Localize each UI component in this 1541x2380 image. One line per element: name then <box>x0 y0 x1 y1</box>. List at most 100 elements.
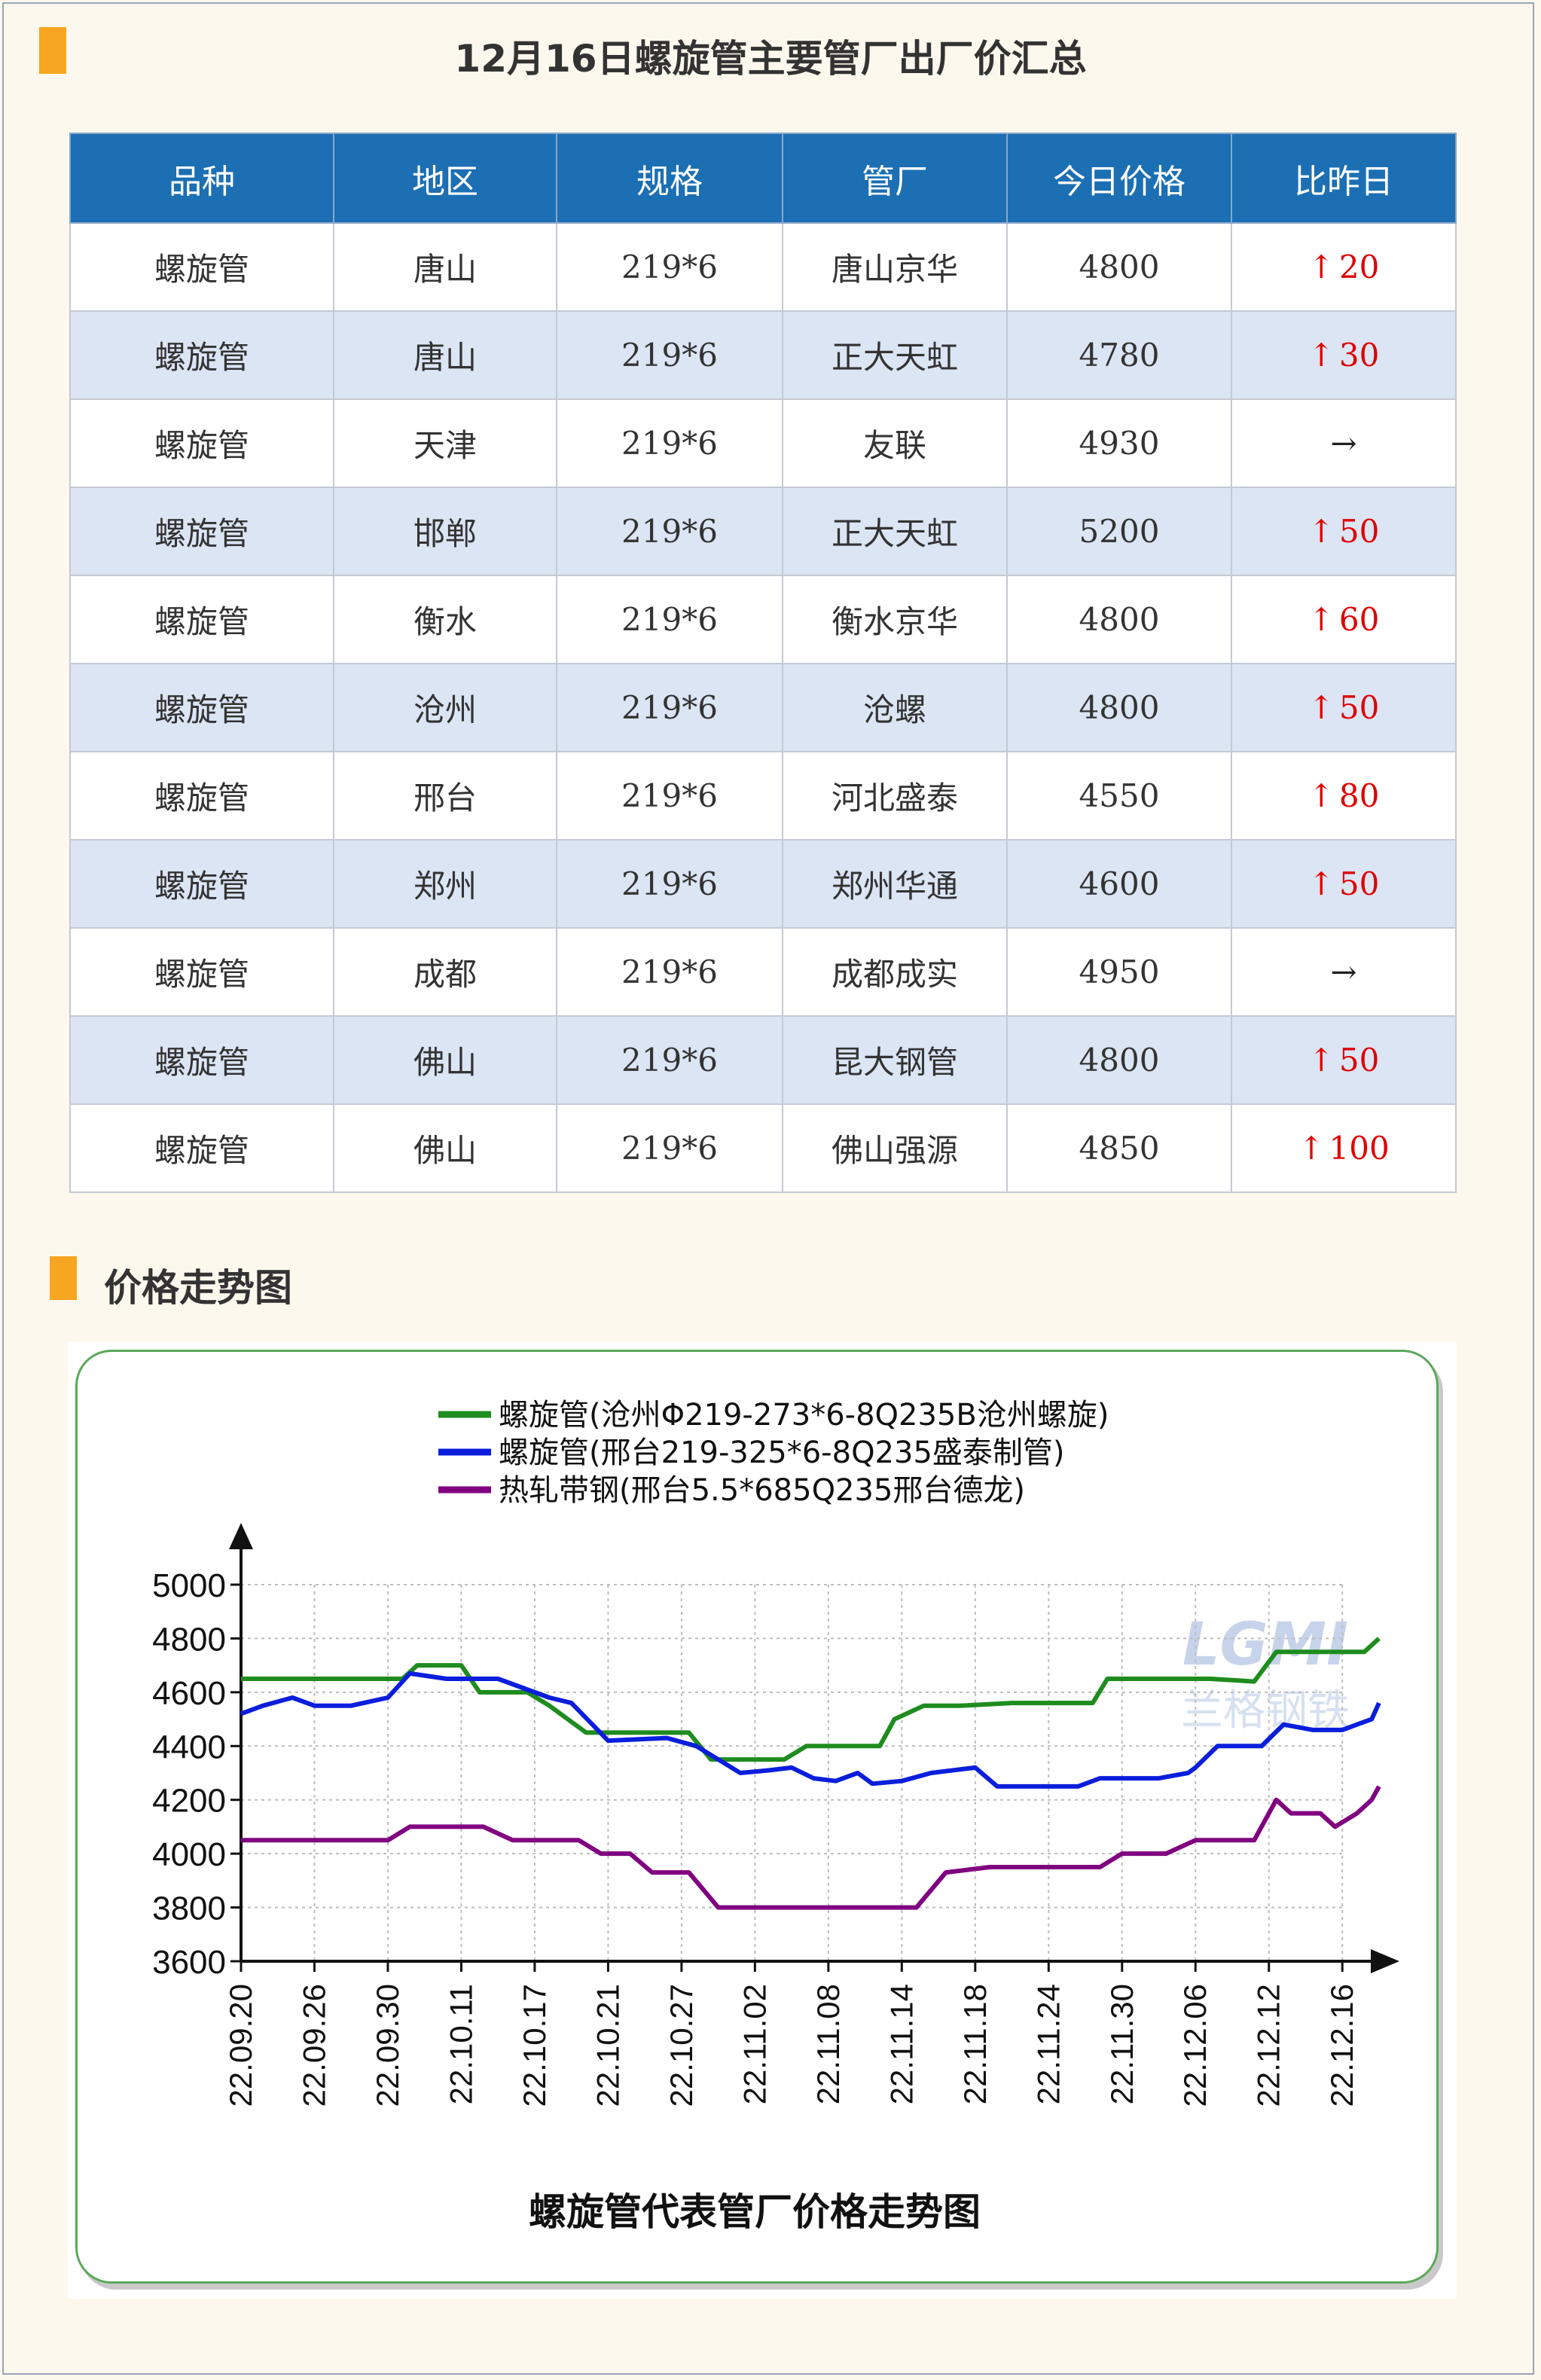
y-tick-label: 5000 <box>152 1567 226 1604</box>
cell-product: 螺旋管 <box>69 222 334 312</box>
cell-change: → <box>1231 927 1457 1017</box>
cell-product: 螺旋管 <box>69 487 334 576</box>
cell-region: 佛山 <box>333 1015 557 1105</box>
cell-price: 4950 <box>1006 927 1232 1017</box>
cell-product: 螺旋管 <box>69 927 334 1017</box>
cell-change: → <box>1231 398 1457 488</box>
column-header: 管厂 <box>782 133 1008 224</box>
cell-product: 螺旋管 <box>69 1103 334 1193</box>
cell-mill: 河北盛泰 <box>782 751 1008 841</box>
cell-region: 成都 <box>333 927 557 1017</box>
section-title: 价格走势图 <box>104 1266 292 1310</box>
y-tick-label: 4600 <box>152 1675 226 1712</box>
cell-price: 5200 <box>1006 487 1232 576</box>
cell-region: 衡水 <box>333 575 557 664</box>
table-row: 螺旋管 沧州 219*6 沧螺 4800 ↑ 50 <box>69 663 1457 752</box>
cell-mill: 衡水京华 <box>782 575 1008 664</box>
cell-product: 螺旋管 <box>69 310 334 400</box>
cell-spec: 219*6 <box>556 839 783 929</box>
cell-spec: 219*6 <box>556 1103 783 1193</box>
y-tick-label: 4000 <box>152 1836 226 1873</box>
x-tick-label: 22.10.17 <box>517 1984 552 2107</box>
x-tick-label: 22.10.11 <box>443 1984 478 2104</box>
column-header: 今日价格 <box>1006 133 1232 224</box>
y-tick-label: 4200 <box>152 1783 226 1820</box>
table-row: 螺旋管 天津 219*6 友联 4930 → <box>69 398 1457 488</box>
chart-panel <box>75 1350 1439 2284</box>
table-row: 螺旋管 唐山 219*6 唐山京华 4800 ↑ 20 <box>69 222 1457 312</box>
y-tick-label: 4400 <box>152 1729 226 1765</box>
cell-price: 4800 <box>1006 1015 1232 1105</box>
cell-region: 邯郸 <box>333 487 557 576</box>
cell-region: 佛山 <box>333 1103 557 1193</box>
price-table: 品种 地区 规格 管厂 今日价格 比昨日 螺旋管 唐山 219*6 唐山京华 4800 ↑… <box>69 133 1457 1193</box>
cell-price: 4550 <box>1006 751 1232 841</box>
cell-product: 螺旋管 <box>69 398 334 488</box>
cell-spec: 219*6 <box>556 663 783 752</box>
cell-change: ↑ 50 <box>1231 487 1457 576</box>
change-value: 100 <box>1329 1130 1390 1167</box>
cell-product: 螺旋管 <box>69 751 334 841</box>
up-arrow-icon: ↑ <box>1308 513 1335 550</box>
cell-change: ↑ 20 <box>1231 222 1457 312</box>
up-arrow-icon: ↑ <box>1308 865 1335 902</box>
y-tick-label: 4800 <box>152 1621 226 1658</box>
right-arrow-icon: → <box>1330 425 1357 462</box>
x-tick-label: 22.11.14 <box>883 1984 919 2104</box>
watermark-text: 兰格钢铁 <box>1181 1686 1350 1735</box>
table-row: 螺旋管 邯郸 219*6 正大天虹 5200 ↑ 50 <box>69 487 1457 576</box>
x-tick-label: 22.11.08 <box>810 1984 846 2104</box>
cell-mill: 郑州华通 <box>782 839 1008 929</box>
change-value: 50 <box>1338 1042 1380 1079</box>
up-arrow-icon: ↑ <box>1298 1130 1325 1167</box>
table-header-row: 品种 地区 规格 管厂 今日价格 比昨日 <box>69 133 1457 224</box>
change-value: 50 <box>1338 513 1380 550</box>
cell-region: 郑州 <box>333 839 557 929</box>
cell-spec: 219*6 <box>556 222 783 312</box>
column-header: 规格 <box>556 133 783 224</box>
series-line <box>240 1671 1381 1789</box>
cell-mill: 成都成实 <box>782 927 1008 1017</box>
table-body: 螺旋管 唐山 219*6 唐山京华 4800 ↑ 20 螺旋管 唐山 219*6 正大天虹 4780 ↑… <box>69 222 1457 1193</box>
x-tick-label: 22.11.30 <box>1104 1984 1140 2104</box>
series-line <box>241 1785 1381 1910</box>
cell-product: 螺旋管 <box>69 839 334 929</box>
cell-product: 螺旋管 <box>69 663 334 752</box>
x-tick-label: 22.12.06 <box>1177 1984 1213 2107</box>
cell-region: 唐山 <box>333 310 557 400</box>
up-arrow-icon: ↑ <box>1308 689 1335 726</box>
cell-spec: 219*6 <box>556 1015 783 1105</box>
x-tick-label: 22.09.20 <box>223 1984 258 2107</box>
cell-region: 唐山 <box>333 222 557 312</box>
up-arrow-icon: ↑ <box>1308 777 1335 814</box>
change-value: 50 <box>1338 689 1380 726</box>
x-tick-label: 22.11.24 <box>1030 1984 1066 2104</box>
price-trend-chart: LGMI兰格钢铁36003800400042004400460048005000… <box>152 1398 1399 2234</box>
cell-region: 邢台 <box>333 751 557 841</box>
x-tick-label: 22.10.27 <box>664 1984 699 2107</box>
right-arrow-icon: → <box>1330 954 1357 990</box>
y-tick-label: 3600 <box>152 1944 226 1981</box>
up-arrow-icon: ↑ <box>1308 601 1335 638</box>
cell-mill: 昆大钢管 <box>782 1015 1008 1105</box>
chart-container: LGMI 兰格钢铁 3600 3800 4000 4200 4400 4600 4800 5000… <box>68 1342 1457 2299</box>
table-row: 螺旋管 邢台 219*6 河北盛泰 4550 ↑ 80 <box>69 751 1457 841</box>
y-axis-arrow-icon <box>229 1523 253 1549</box>
title-accent-bar <box>39 27 66 74</box>
series-line <box>241 1637 1381 1762</box>
table-row: 螺旋管 佛山 219*6 佛山强源 4850 ↑ 100 <box>69 1103 1457 1193</box>
y-tick-label: 3800 <box>152 1890 226 1927</box>
cell-spec: 219*6 <box>556 310 783 400</box>
cell-change: ↑ 80 <box>1231 751 1457 841</box>
cell-price: 4780 <box>1006 310 1232 400</box>
cell-change: ↑ 100 <box>1231 1103 1457 1193</box>
x-tick-label: 22.11.18 <box>957 1984 993 2104</box>
cell-spec: 219*6 <box>556 575 783 664</box>
change-value: 20 <box>1338 249 1380 285</box>
cell-mill: 佛山强源 <box>782 1103 1008 1193</box>
cell-spec: 219*6 <box>556 487 783 576</box>
up-arrow-icon: ↑ <box>1308 1042 1335 1079</box>
cell-mill: 沧螺 <box>782 663 1008 752</box>
page-title: 12月16日螺旋管主要管厂出厂价汇总 <box>454 37 1087 81</box>
